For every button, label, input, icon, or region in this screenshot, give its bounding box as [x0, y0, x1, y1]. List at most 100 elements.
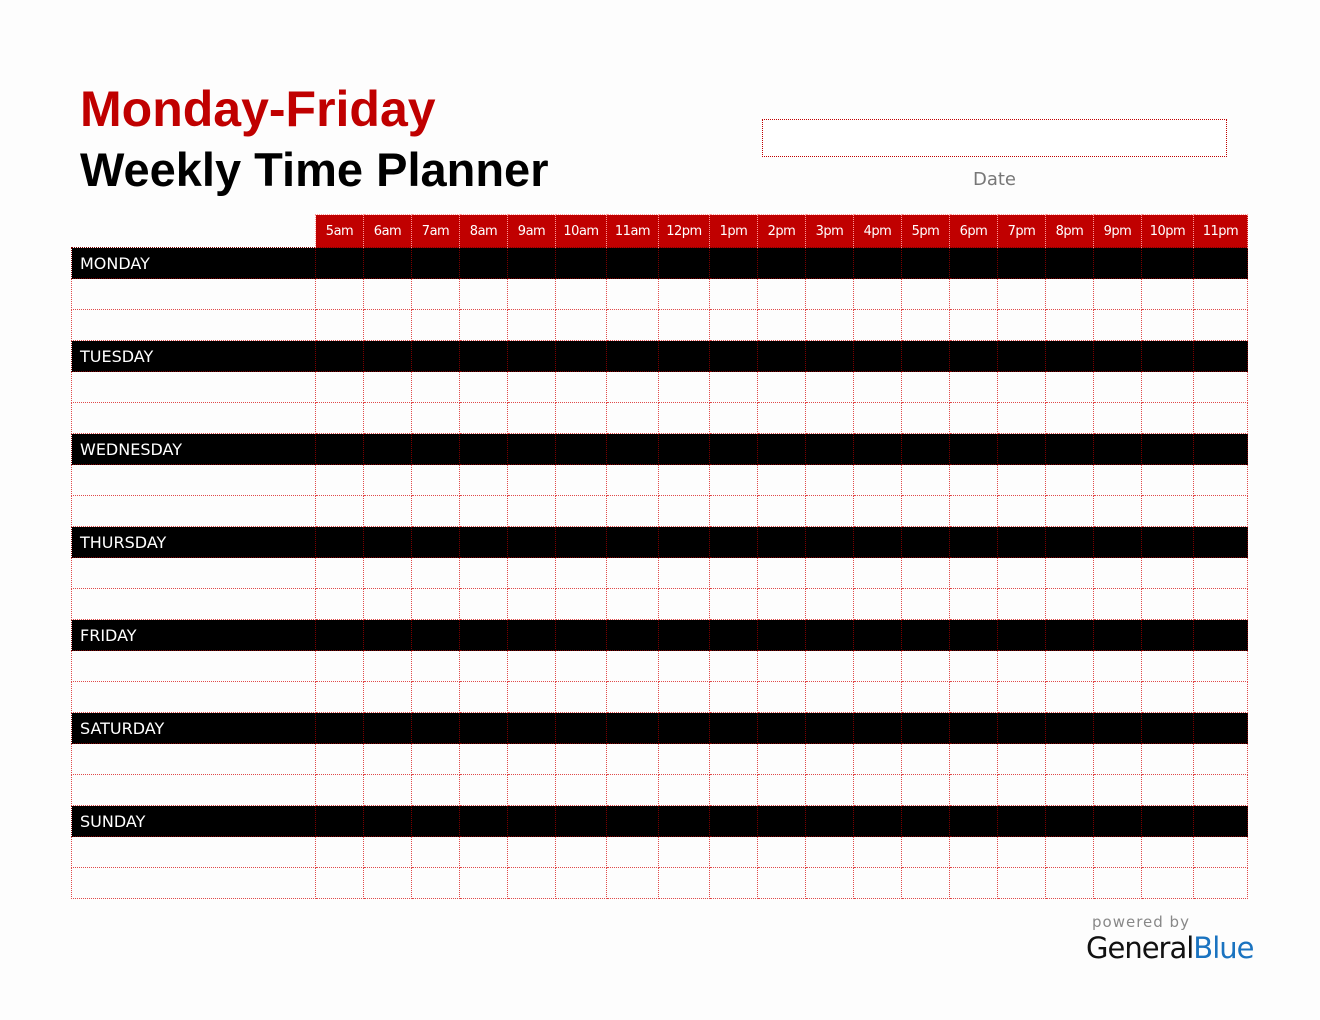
- entry-cell[interactable]: [507, 464, 556, 496]
- entry-cell[interactable]: [901, 836, 950, 868]
- day-hour-cell[interactable]: [1193, 619, 1248, 651]
- entry-cell[interactable]: [1193, 278, 1248, 310]
- day-hour-cell[interactable]: [853, 619, 902, 651]
- day-hour-cell[interactable]: [949, 340, 998, 372]
- entry-cell[interactable]: [1141, 650, 1194, 682]
- day-hour-cell[interactable]: [1193, 247, 1248, 279]
- entry-cell[interactable]: [1093, 774, 1142, 806]
- day-hour-cell[interactable]: [555, 712, 607, 744]
- day-hour-cell[interactable]: [411, 526, 460, 558]
- entry-cell[interactable]: [1141, 495, 1194, 527]
- entry-cell[interactable]: [606, 557, 659, 589]
- entry-cell[interactable]: [997, 278, 1046, 310]
- entry-cell[interactable]: [709, 557, 758, 589]
- entry-cell[interactable]: [1193, 650, 1248, 682]
- entry-cell[interactable]: [949, 309, 998, 341]
- entry-cell[interactable]: [1093, 867, 1142, 899]
- day-hour-cell[interactable]: [1045, 433, 1094, 465]
- entry-cell[interactable]: [555, 650, 607, 682]
- day-hour-cell[interactable]: [555, 340, 607, 372]
- entry-cell[interactable]: [606, 681, 659, 713]
- entry-cell[interactable]: [363, 464, 412, 496]
- entry-cell[interactable]: [315, 557, 364, 589]
- day-hour-cell[interactable]: [757, 247, 806, 279]
- day-hour-cell[interactable]: [997, 619, 1046, 651]
- entry-cell[interactable]: [1093, 681, 1142, 713]
- entry-cell[interactable]: [606, 650, 659, 682]
- entry-cell[interactable]: [853, 681, 902, 713]
- entry-cell[interactable]: [658, 743, 710, 775]
- entry-cell[interactable]: [606, 495, 659, 527]
- entry-cell[interactable]: [363, 650, 412, 682]
- entry-cell[interactable]: [1193, 495, 1248, 527]
- entry-cell[interactable]: [1193, 774, 1248, 806]
- day-hour-cell[interactable]: [1141, 247, 1194, 279]
- day-hour-cell[interactable]: [606, 340, 659, 372]
- entry-cell[interactable]: [71, 309, 316, 341]
- day-hour-cell[interactable]: [507, 619, 556, 651]
- entry-cell[interactable]: [949, 464, 998, 496]
- entry-cell[interactable]: [1141, 557, 1194, 589]
- day-hour-cell[interactable]: [709, 712, 758, 744]
- date-field[interactable]: [762, 119, 1227, 157]
- day-hour-cell[interactable]: [658, 433, 710, 465]
- entry-cell[interactable]: [853, 743, 902, 775]
- day-hour-cell[interactable]: [315, 340, 364, 372]
- entry-cell[interactable]: [1093, 588, 1142, 620]
- day-hour-cell[interactable]: [805, 433, 854, 465]
- day-hour-cell[interactable]: [805, 805, 854, 837]
- entry-cell[interactable]: [363, 371, 412, 403]
- entry-cell[interactable]: [1093, 278, 1142, 310]
- entry-cell[interactable]: [606, 743, 659, 775]
- entry-cell[interactable]: [315, 836, 364, 868]
- entry-cell[interactable]: [1141, 278, 1194, 310]
- entry-cell[interactable]: [949, 402, 998, 434]
- entry-cell[interactable]: [363, 774, 412, 806]
- entry-cell[interactable]: [1141, 309, 1194, 341]
- day-hour-cell[interactable]: [757, 526, 806, 558]
- entry-cell[interactable]: [555, 836, 607, 868]
- day-hour-cell[interactable]: [658, 619, 710, 651]
- entry-cell[interactable]: [411, 588, 460, 620]
- day-hour-cell[interactable]: [658, 712, 710, 744]
- entry-cell[interactable]: [363, 402, 412, 434]
- entry-cell[interactable]: [71, 650, 316, 682]
- day-hour-cell[interactable]: [315, 247, 364, 279]
- day-hour-cell[interactable]: [1045, 340, 1094, 372]
- entry-cell[interactable]: [658, 309, 710, 341]
- day-hour-cell[interactable]: [1093, 247, 1142, 279]
- day-hour-cell[interactable]: [901, 712, 950, 744]
- day-hour-cell[interactable]: [1193, 805, 1248, 837]
- day-hour-cell[interactable]: [363, 340, 412, 372]
- day-hour-cell[interactable]: [949, 712, 998, 744]
- entry-cell[interactable]: [1141, 588, 1194, 620]
- day-hour-cell[interactable]: [709, 619, 758, 651]
- day-hour-cell[interactable]: [1093, 712, 1142, 744]
- day-hour-cell[interactable]: [459, 340, 508, 372]
- day-hour-cell[interactable]: [315, 805, 364, 837]
- day-hour-cell[interactable]: [901, 433, 950, 465]
- entry-cell[interactable]: [1193, 588, 1248, 620]
- entry-cell[interactable]: [709, 464, 758, 496]
- day-hour-cell[interactable]: [459, 433, 508, 465]
- day-hour-cell[interactable]: [997, 433, 1046, 465]
- entry-cell[interactable]: [805, 743, 854, 775]
- entry-cell[interactable]: [949, 743, 998, 775]
- entry-cell[interactable]: [709, 774, 758, 806]
- entry-cell[interactable]: [71, 774, 316, 806]
- entry-cell[interactable]: [709, 836, 758, 868]
- entry-cell[interactable]: [507, 309, 556, 341]
- entry-cell[interactable]: [507, 836, 556, 868]
- day-hour-cell[interactable]: [805, 247, 854, 279]
- entry-cell[interactable]: [757, 371, 806, 403]
- day-hour-cell[interactable]: [805, 526, 854, 558]
- entry-cell[interactable]: [555, 774, 607, 806]
- entry-cell[interactable]: [606, 278, 659, 310]
- entry-cell[interactable]: [411, 464, 460, 496]
- entry-cell[interactable]: [459, 557, 508, 589]
- entry-cell[interactable]: [507, 867, 556, 899]
- entry-cell[interactable]: [1193, 836, 1248, 868]
- day-hour-cell[interactable]: [459, 712, 508, 744]
- entry-cell[interactable]: [1045, 836, 1094, 868]
- day-hour-cell[interactable]: [363, 526, 412, 558]
